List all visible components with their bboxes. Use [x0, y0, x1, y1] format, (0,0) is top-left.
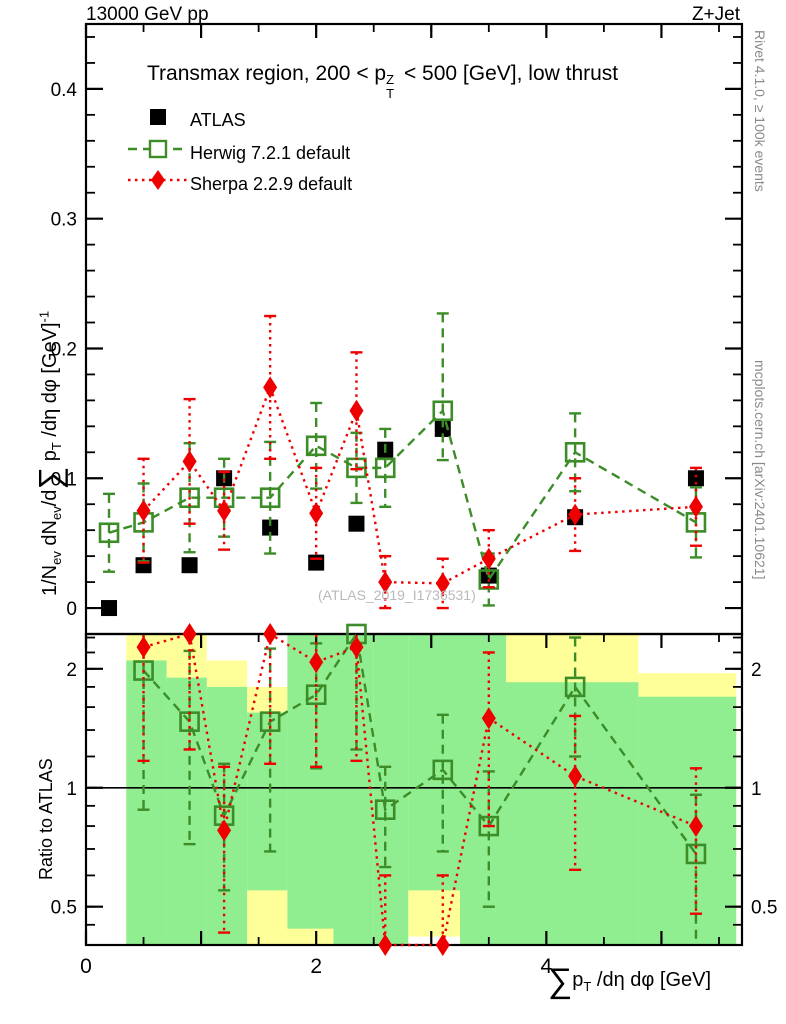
ratio-point-herwig	[432, 759, 454, 781]
data-point-herwig	[98, 522, 120, 544]
ratio-inner-band	[638, 696, 737, 945]
data-point-atlas	[308, 554, 325, 571]
main-plot-title: Transmax region, 200 < p Z T < 500 [GeV]…	[147, 62, 619, 101]
main-y-tick-label: 0.1	[51, 469, 77, 490]
ratio-y-tick-label-right: 0.5	[751, 898, 777, 919]
title-post: < 500 [GeV], low thrust	[398, 62, 619, 85]
data-point-sherpa	[217, 499, 232, 522]
ratio-point-sherpa	[182, 623, 197, 645]
ratio-point-herwig	[374, 799, 396, 821]
ratio-point-sherpa	[378, 934, 393, 956]
data-point-atlas	[181, 557, 198, 574]
ratio-point-sherpa	[309, 651, 324, 674]
x-tick-label: 4	[541, 955, 553, 978]
legend-marker-sherpa	[151, 170, 165, 190]
data-point-atlas	[262, 519, 279, 536]
ratio-point-herwig	[685, 843, 707, 865]
data-point-sherpa	[568, 503, 583, 526]
title-sup-Z: Z	[386, 72, 395, 87]
ratio-point-sherpa	[435, 934, 450, 956]
legend-label-sherpa: Sherpa 2.2.9 default	[190, 174, 353, 194]
x-tick-label: 2	[310, 955, 322, 978]
ratio-point-herwig	[478, 815, 500, 837]
analysis-watermark: (ATLAS_2019_I1736531)	[318, 587, 476, 603]
data-point-sherpa	[435, 572, 450, 595]
legend-marker-herwig	[148, 139, 168, 159]
main-y-tick-label: 0.2	[51, 339, 77, 360]
data-point-herwig	[478, 569, 500, 590]
xlabel-rest: /dη dφ [GeV]	[591, 969, 712, 991]
xlabel-p: p	[572, 969, 584, 991]
data-point-atlas	[348, 515, 365, 532]
header-left: 13000 GeV pp	[86, 4, 209, 25]
ratio-inner-band	[126, 660, 167, 945]
data-point-sherpa	[182, 450, 197, 473]
ratio-y-tick-label: 2	[66, 660, 77, 681]
title-sub-T: T	[386, 86, 395, 101]
series-line	[108, 408, 697, 583]
data-point-atlas	[101, 600, 118, 617]
main-y-tick-label: 0.3	[51, 210, 77, 231]
ratio-point-sherpa	[349, 636, 364, 659]
ratio-y-tick-label: 0.5	[51, 898, 77, 919]
x-axis-label: ∑pT /dη dφ [GeV]	[548, 962, 711, 1001]
ratio-point-sherpa	[136, 636, 151, 659]
series-line	[142, 383, 697, 585]
ratio-inner-band	[506, 682, 639, 945]
ratio-point-herwig	[564, 676, 586, 698]
ratio-y-tick-label-right: 1	[751, 779, 762, 800]
data-point-sherpa	[688, 495, 703, 518]
data-point-herwig	[259, 487, 281, 509]
ratio-inner-band	[166, 677, 207, 945]
data-point-herwig	[305, 435, 327, 457]
title-pre: Transmax region, 200 < p	[147, 62, 387, 85]
ratio-series-line	[142, 630, 697, 855]
ratio-panel-frame	[84, 632, 744, 947]
ratio-point-sherpa	[688, 815, 703, 838]
data-point-herwig	[374, 457, 396, 479]
ratio-inner-band	[460, 634, 507, 945]
ratio-inner-band	[373, 634, 409, 945]
ratio-point-sherpa	[263, 623, 278, 645]
data-point-sherpa	[309, 502, 324, 525]
ratio-inner-band	[287, 634, 334, 929]
legend-label-herwig: Herwig 7.2.1 default	[190, 143, 351, 163]
data-point-herwig	[432, 400, 454, 422]
ratio-inner-band	[247, 712, 288, 891]
ratio-inner-band	[333, 634, 374, 945]
main-y-tick-label: 0	[66, 599, 77, 620]
ratio-point-sherpa	[568, 765, 583, 788]
legend-label-atlas: ATLAS	[190, 110, 246, 130]
data-point-herwig	[564, 441, 586, 463]
ratio-point-sherpa	[217, 819, 232, 842]
data-point-sherpa	[481, 547, 496, 570]
data-point-sherpa	[136, 499, 151, 522]
legend-marker-atlas	[150, 109, 166, 125]
ratio-point-sherpa	[481, 707, 496, 730]
ratio-y-tick-label-right: 2	[751, 660, 762, 681]
data-point-sherpa	[378, 571, 393, 594]
ratio-inner-band	[206, 686, 248, 945]
header-right: Z+Jet	[691, 4, 740, 25]
data-point-atlas	[687, 470, 704, 487]
data-point-herwig	[179, 487, 200, 509]
data-point-sherpa	[349, 399, 364, 422]
ratio-y-tick-label: 1	[66, 779, 77, 800]
main-y-tick-label: 0.4	[51, 80, 78, 101]
xlabel-sub-T: T	[583, 979, 592, 994]
ratio-point-herwig	[133, 660, 154, 681]
main-panel-frame	[84, 22, 744, 636]
x-tick-label: 0	[80, 955, 92, 978]
data-point-sherpa	[263, 376, 278, 399]
sigma-icon-x: ∑	[548, 962, 573, 1000]
